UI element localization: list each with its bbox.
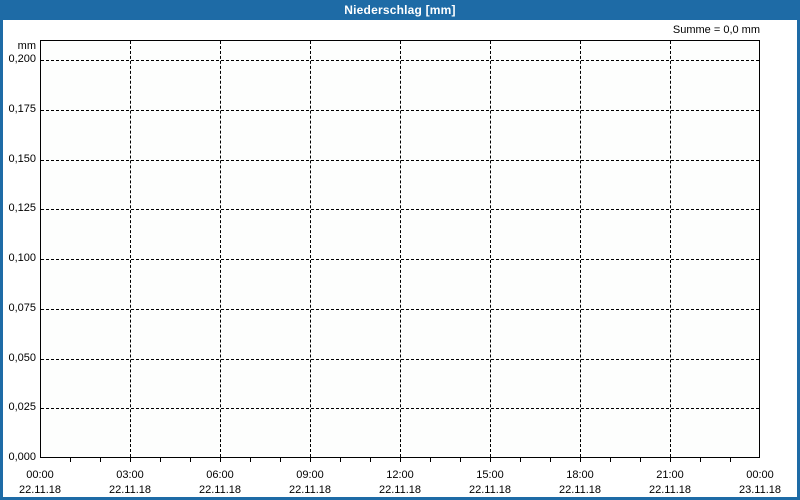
x-axis-minor-tick [430, 458, 431, 462]
x-gridline [490, 41, 491, 457]
x-axis-minor-tick [580, 458, 581, 462]
y-tick-label: 0,150 [8, 152, 36, 165]
x-axis-minor-tick [700, 458, 701, 462]
y-tick-label: 0,025 [8, 401, 36, 414]
x-axis-minor-tick [520, 458, 521, 462]
x-axis-minor-tick [250, 458, 251, 462]
window-border-right [797, 20, 800, 500]
x-axis-minor-tick [70, 458, 71, 462]
x-gridline [130, 41, 131, 457]
y-axis-unit-label: mm [17, 40, 36, 52]
x-axis-minor-tick [640, 458, 641, 462]
x-tick-date-label: 22.11.18 [18, 484, 61, 496]
x-tick-date-label: 22.11.18 [468, 484, 511, 496]
window-border-left [0, 20, 3, 500]
y-tick-label: 0,125 [8, 202, 36, 215]
x-gridline [670, 41, 671, 457]
y-tick-label: 0,000 [8, 451, 36, 463]
x-tick-date-label: 22.11.18 [378, 484, 421, 496]
x-tick-time-label: 03:00 [116, 469, 144, 481]
x-gridline [400, 41, 401, 457]
x-axis-minor-tick [460, 458, 461, 462]
x-gridline [580, 41, 581, 457]
y-tick-label: 0,050 [8, 351, 36, 364]
x-tick-time-label: 18:00 [566, 469, 594, 481]
x-tick-time-label: 21:00 [656, 469, 684, 481]
x-axis-minor-tick [400, 458, 401, 462]
x-tick-time-label: 15:00 [476, 469, 504, 481]
x-axis-minor-tick [670, 458, 671, 462]
window-border-bottom [0, 497, 800, 500]
x-tick-date-label: 23.11.18 [738, 484, 781, 496]
x-tick-time-label: 00:00 [26, 469, 54, 481]
y-tick-label: 0,075 [8, 301, 36, 314]
x-axis-minor-tick [100, 458, 101, 462]
x-gridline [220, 41, 221, 457]
x-axis-minor-tick [220, 458, 221, 462]
title-bar: Niederschlag [mm] [0, 0, 800, 20]
x-axis-minor-tick [190, 458, 191, 462]
x-tick-time-label: 12:00 [386, 469, 414, 481]
x-axis-minor-tick [340, 458, 341, 462]
y-tick-label: 0,100 [8, 252, 36, 264]
y-tick-label: 0,175 [8, 102, 36, 115]
x-axis-minor-tick [160, 458, 161, 462]
x-tick-time-label: 06:00 [206, 469, 234, 481]
x-axis-minor-tick [310, 458, 311, 462]
x-tick-date-label: 22.11.18 [558, 484, 601, 496]
plot-area [40, 40, 760, 458]
x-axis-minor-tick [130, 458, 131, 462]
x-axis-minor-tick [610, 458, 611, 462]
x-axis-minor-tick [490, 458, 491, 462]
page-title: Niederschlag [mm] [344, 3, 456, 17]
x-axis-minor-tick [550, 458, 551, 462]
x-tick-date-label: 22.11.18 [108, 484, 151, 496]
x-tick-time-label: 00:00 [746, 469, 774, 481]
x-tick-date-label: 22.11.18 [288, 484, 331, 496]
sum-annotation: Summe = 0,0 mm [672, 24, 760, 36]
x-axis-minor-tick [370, 458, 371, 462]
x-tick-time-label: 09:00 [296, 469, 324, 481]
x-tick-date-label: 22.11.18 [648, 484, 691, 496]
x-axis-minor-tick [730, 458, 731, 462]
x-axis-minor-tick [280, 458, 281, 462]
y-tick-label: 0,200 [8, 53, 36, 65]
x-tick-date-label: 22.11.18 [198, 484, 241, 496]
x-gridline [310, 41, 311, 457]
